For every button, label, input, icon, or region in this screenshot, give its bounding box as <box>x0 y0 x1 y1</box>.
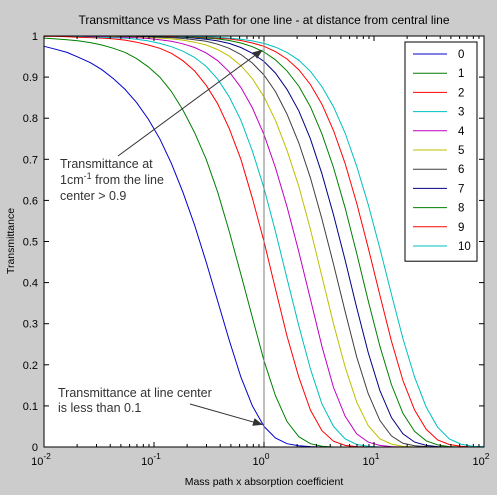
legend-label-5: 5 <box>458 145 464 157</box>
annotation-1-text: center > 0.9 <box>60 189 126 203</box>
y-axis-label: Transmittance <box>5 208 17 274</box>
y-tick-label: 0.7 <box>23 154 38 166</box>
annotation-1-text: Transmittance at <box>60 157 153 171</box>
y-tick-label: 0.6 <box>23 195 38 207</box>
legend-label-10: 10 <box>458 241 471 253</box>
annotation-1-text: 1cm-1 from the line <box>60 171 164 187</box>
legend-label-6: 6 <box>458 164 464 176</box>
annotation-1-arrow <box>117 49 263 157</box>
x-tick-label: 101 <box>363 451 380 468</box>
y-tick-label: 0.5 <box>23 237 38 249</box>
y-tick-label: 0.8 <box>23 113 38 125</box>
x-tick-label: 10-2 <box>31 451 51 468</box>
y-tick-label: 0.3 <box>23 319 38 331</box>
y-tick-label: 1 <box>32 31 38 43</box>
legend-label-3: 3 <box>458 107 464 119</box>
y-tick-label: 0.2 <box>23 360 38 372</box>
x-tick-label: 100 <box>253 451 270 468</box>
legend-box <box>404 41 478 262</box>
legend-label-7: 7 <box>458 183 464 195</box>
y-tick-label: 0.9 <box>23 72 38 84</box>
x-tick-label: 102 <box>473 451 490 468</box>
x-tick-label: 10-1 <box>141 451 161 468</box>
y-tick-label: 0.4 <box>23 278 38 290</box>
legend-label-4: 4 <box>458 126 465 138</box>
plot-border <box>43 35 485 448</box>
legend-label-9: 9 <box>458 222 464 234</box>
legend-label-1: 1 <box>458 68 464 80</box>
annotation-2-text: is less than 0.1 <box>58 401 141 415</box>
x-axis-label: Mass path x absorption coefficient <box>185 476 344 488</box>
y-tick-label: 0 <box>32 442 38 454</box>
chart-title: Transmittance vs Mass Path for one line … <box>78 13 449 27</box>
annotation-2-arrow <box>189 403 263 426</box>
y-tick-label: 0.1 <box>23 401 38 413</box>
legend-label-8: 8 <box>458 203 464 215</box>
annotation-2-text: Transmittance at line center <box>58 386 212 400</box>
legend-label-2: 2 <box>458 87 464 99</box>
legend-label-0: 0 <box>458 49 464 61</box>
